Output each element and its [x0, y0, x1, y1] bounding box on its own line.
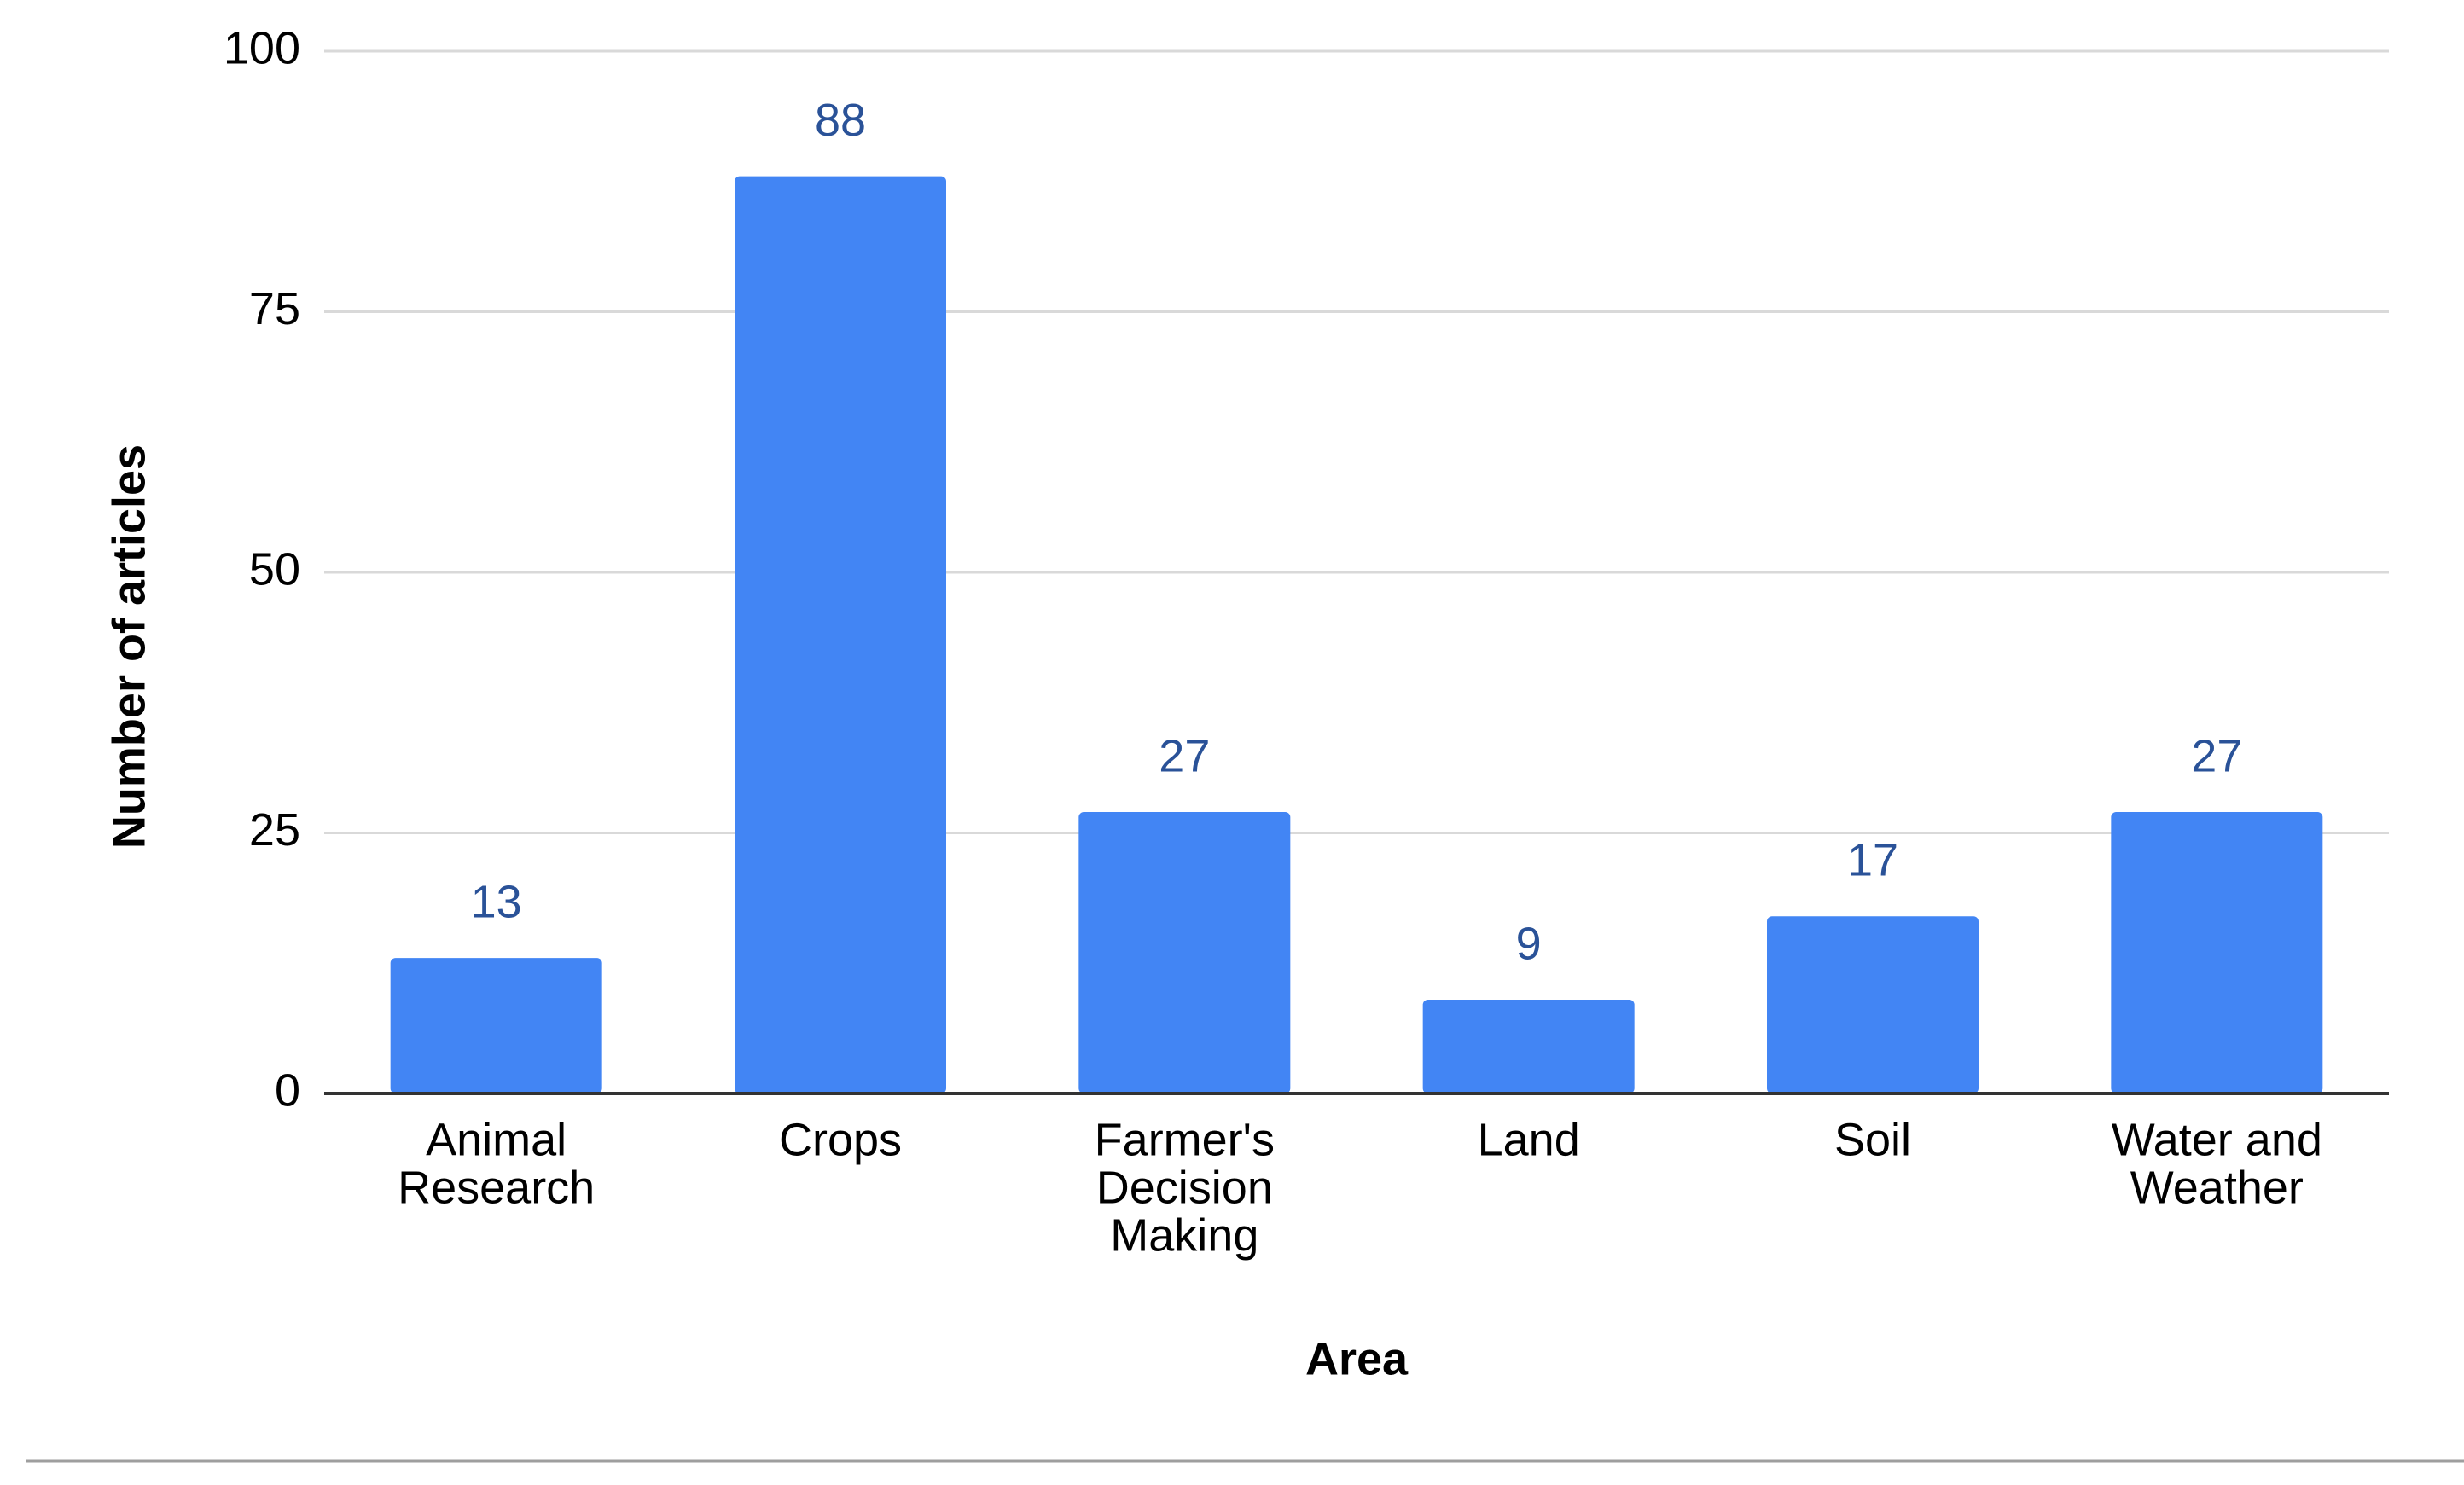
x-tick-label: Crops [779, 1114, 902, 1165]
bars [390, 176, 2323, 1093]
x-tick-label: Animal Research [398, 1114, 595, 1213]
x-tick-label-line: Farmer's [1095, 1114, 1275, 1165]
x-tick-label-line: Decision [1096, 1162, 1273, 1213]
bar [1422, 1000, 1635, 1093]
x-tick-label-line: Soil [1834, 1114, 1911, 1165]
bar [1078, 812, 1291, 1093]
x-axis-categories: Animal Research Crops Farmer's Decision Makin… [398, 1114, 2322, 1261]
data-label: 13 [471, 876, 522, 927]
data-label: 88 [815, 95, 866, 146]
bar [390, 958, 602, 1093]
y-tick-label: 50 [249, 543, 300, 595]
y-tick-label: 100 [224, 22, 300, 73]
x-tick-label-line: Animal [426, 1114, 567, 1165]
x-tick-label: Water and Weather [2112, 1114, 2322, 1213]
x-tick-label: Soil [1834, 1114, 1911, 1165]
y-tick-label: 25 [249, 804, 300, 856]
bar [1767, 916, 1979, 1093]
data-label: 9 [1516, 918, 1542, 969]
y-tick-label: 0 [275, 1064, 300, 1116]
x-tick-label-line: Making [1110, 1209, 1258, 1261]
x-tick-label-line: Crops [779, 1114, 902, 1165]
gridlines [324, 49, 2389, 834]
x-tick-label-line: Land [1478, 1114, 1580, 1165]
x-tick-label: Farmer's Decision Making [1095, 1114, 1275, 1261]
x-tick-label: Land [1478, 1114, 1580, 1165]
y-axis-title: Number of articles [103, 444, 154, 849]
x-axis-title: Area [1305, 1333, 1409, 1384]
bar [2111, 812, 2323, 1093]
data-label: 27 [2191, 730, 2242, 781]
y-tick-label: 75 [249, 283, 300, 334]
data-label: 27 [1159, 730, 1210, 781]
x-tick-label-line: Water and [2112, 1114, 2322, 1165]
y-axis-ticks: 0 25 50 75 100 [224, 22, 300, 1116]
x-tick-label-line: Weather [2130, 1162, 2304, 1213]
data-labels: 13 88 27 9 17 27 [471, 95, 2243, 969]
x-tick-label-line: Research [398, 1162, 595, 1213]
data-label: 17 [1847, 835, 1898, 886]
bar [735, 176, 946, 1093]
